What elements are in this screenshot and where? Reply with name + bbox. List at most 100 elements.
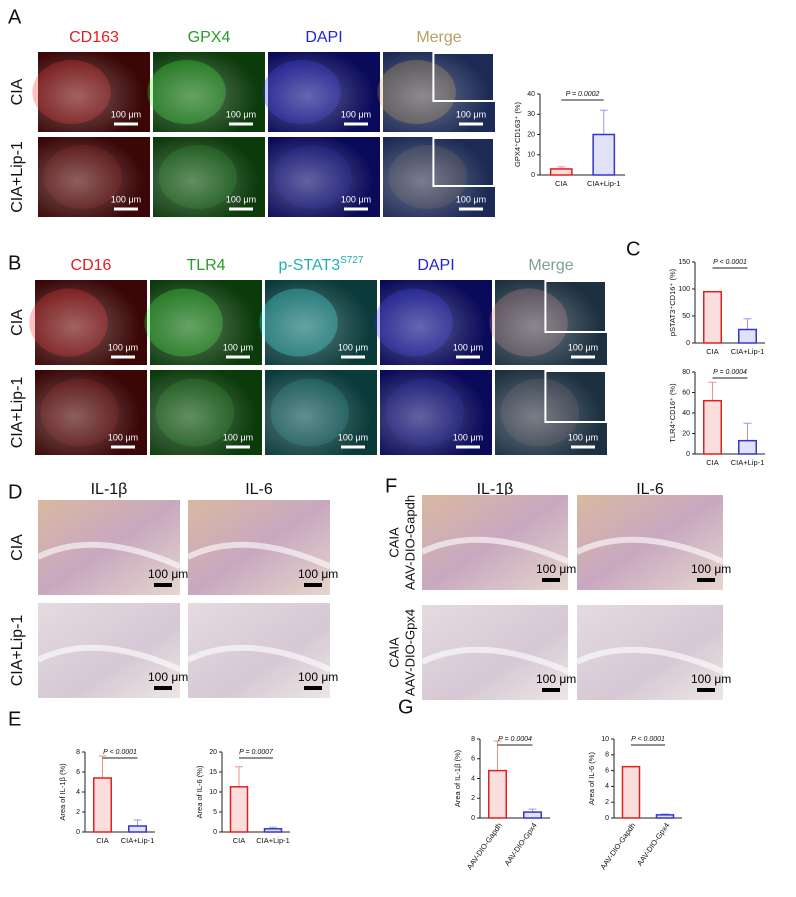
- y-tick-label: 10: [209, 789, 217, 796]
- y-axis-label: Area of IL-1β (%): [453, 749, 462, 807]
- x-tick-label: AAV-DIO-Gapdh: [598, 821, 637, 871]
- panel-letter: F: [385, 475, 397, 497]
- panel-letter: D: [8, 481, 22, 503]
- y-tick-label: 8: [605, 752, 609, 759]
- bar: [703, 399, 722, 455]
- texture: [36, 541, 182, 570]
- y-tick-label: 60: [682, 389, 690, 396]
- scale-label: 100 μm: [341, 109, 371, 119]
- inset: [432, 52, 495, 102]
- x-tick-label: AAV-DIO-Gpx4: [635, 821, 671, 867]
- y-tick-label: 0: [605, 815, 609, 822]
- column-header: Merge: [416, 29, 461, 46]
- column-header: IL-6: [245, 481, 273, 498]
- y-tick-label: 4: [76, 789, 80, 796]
- y-tick-label: 6: [471, 756, 475, 763]
- y-tick-label: 20: [209, 749, 217, 756]
- row-label: AAV-DIO-Gapdh: [402, 495, 417, 590]
- y-tick-label: 0: [471, 815, 475, 822]
- y-tick-label: 20: [527, 131, 535, 138]
- x-tick-label: CIA+Lip-1: [121, 836, 155, 845]
- x-tick-label: AAV-DIO-Gpx4: [503, 821, 539, 867]
- texture: [575, 646, 725, 675]
- y-axis-label: pSTAT3⁺CD16⁺ (%): [668, 268, 677, 336]
- y-tick-label: 2: [605, 799, 609, 806]
- y-axis-label: Area of IL-6 (%): [587, 752, 596, 805]
- x-tick-label: CIA+Lip-1: [587, 179, 621, 188]
- texture: [38, 52, 150, 132]
- texture: [380, 280, 492, 365]
- x-tick-label: CIA: [233, 836, 246, 845]
- scale-label: 100 μm: [691, 672, 731, 686]
- texture: [153, 137, 265, 217]
- texture: [268, 52, 380, 132]
- y-tick-label: 15: [209, 769, 217, 776]
- texture: [186, 644, 332, 673]
- scale-label: 100 μm: [568, 432, 598, 442]
- texture: [268, 137, 380, 217]
- inset: [544, 370, 608, 423]
- y-tick-label: 6: [76, 769, 80, 776]
- column-header: TLR4: [186, 257, 225, 274]
- y-tick-label: 4: [605, 783, 609, 790]
- texture: [420, 536, 570, 565]
- error-bar: [661, 813, 669, 815]
- y-tick-label: 10: [601, 736, 609, 743]
- texture: [35, 280, 147, 365]
- scale-label: 100 μm: [568, 342, 598, 352]
- y-tick-label: 40: [527, 91, 535, 98]
- y-tick-label: 80: [682, 369, 690, 376]
- inset: [544, 280, 608, 333]
- scale-label: 100 μm: [223, 432, 253, 442]
- y-tick-label: 100: [678, 286, 690, 293]
- y-tick-label: 50: [682, 313, 690, 320]
- y-tick-label: 0: [213, 829, 217, 836]
- texture: [380, 370, 492, 455]
- texture: [495, 280, 607, 365]
- y-tick-label: 4: [471, 775, 475, 782]
- error-bar: [708, 381, 717, 401]
- p-value: P < 0.0001: [713, 259, 747, 266]
- header-sup: S727: [340, 255, 364, 266]
- column-header: GPX4: [188, 29, 231, 46]
- y-axis-label: TLR4⁺CD16⁺ (%): [668, 383, 677, 443]
- y-tick-label: 40: [682, 410, 690, 417]
- scale-label: 100 μm: [456, 109, 486, 119]
- p-value: P = 0.0007: [239, 749, 274, 756]
- texture: [153, 52, 265, 132]
- bar: [128, 825, 147, 833]
- y-tick-label: 0: [76, 829, 80, 836]
- panel-letter: E: [8, 708, 21, 730]
- bar: [488, 769, 507, 819]
- scale-label: 100 μm: [536, 562, 576, 576]
- bar: [592, 133, 616, 176]
- y-tick-label: 5: [213, 809, 217, 816]
- row-label: CIA: [9, 309, 26, 336]
- x-tick-label: CIA: [96, 836, 109, 845]
- x-tick-label: CIA+Lip-1: [731, 347, 765, 356]
- column-header: DAPI: [305, 29, 342, 46]
- column-header: p-STAT3S727: [279, 255, 364, 275]
- scale-label: 100 μm: [453, 342, 483, 352]
- p-value: P = 0.0004: [713, 369, 747, 376]
- column-header: CD16: [71, 257, 112, 274]
- column-header: DAPI: [417, 257, 454, 274]
- bar: [523, 811, 542, 819]
- scale-label: 100 μm: [111, 109, 141, 119]
- texture: [36, 644, 182, 673]
- scale-label: 100 μm: [108, 342, 138, 352]
- x-tick-label: CIA: [706, 458, 719, 467]
- row-label: CIA: [9, 534, 26, 561]
- y-tick-label: 0: [686, 340, 690, 347]
- scale-label: 100 μm: [111, 194, 141, 204]
- p-value: P < 0.0001: [631, 736, 665, 743]
- scale-label: 100 μm: [691, 562, 731, 576]
- y-tick-label: 8: [471, 736, 475, 743]
- column-header: IL-1β: [477, 481, 514, 498]
- row-label: CAIA: [386, 527, 401, 558]
- scale-label: 100 μm: [148, 567, 188, 581]
- texture: [495, 370, 607, 455]
- scale-label: 100 μm: [223, 342, 253, 352]
- texture: [150, 280, 262, 365]
- panel-letter: A: [8, 6, 22, 28]
